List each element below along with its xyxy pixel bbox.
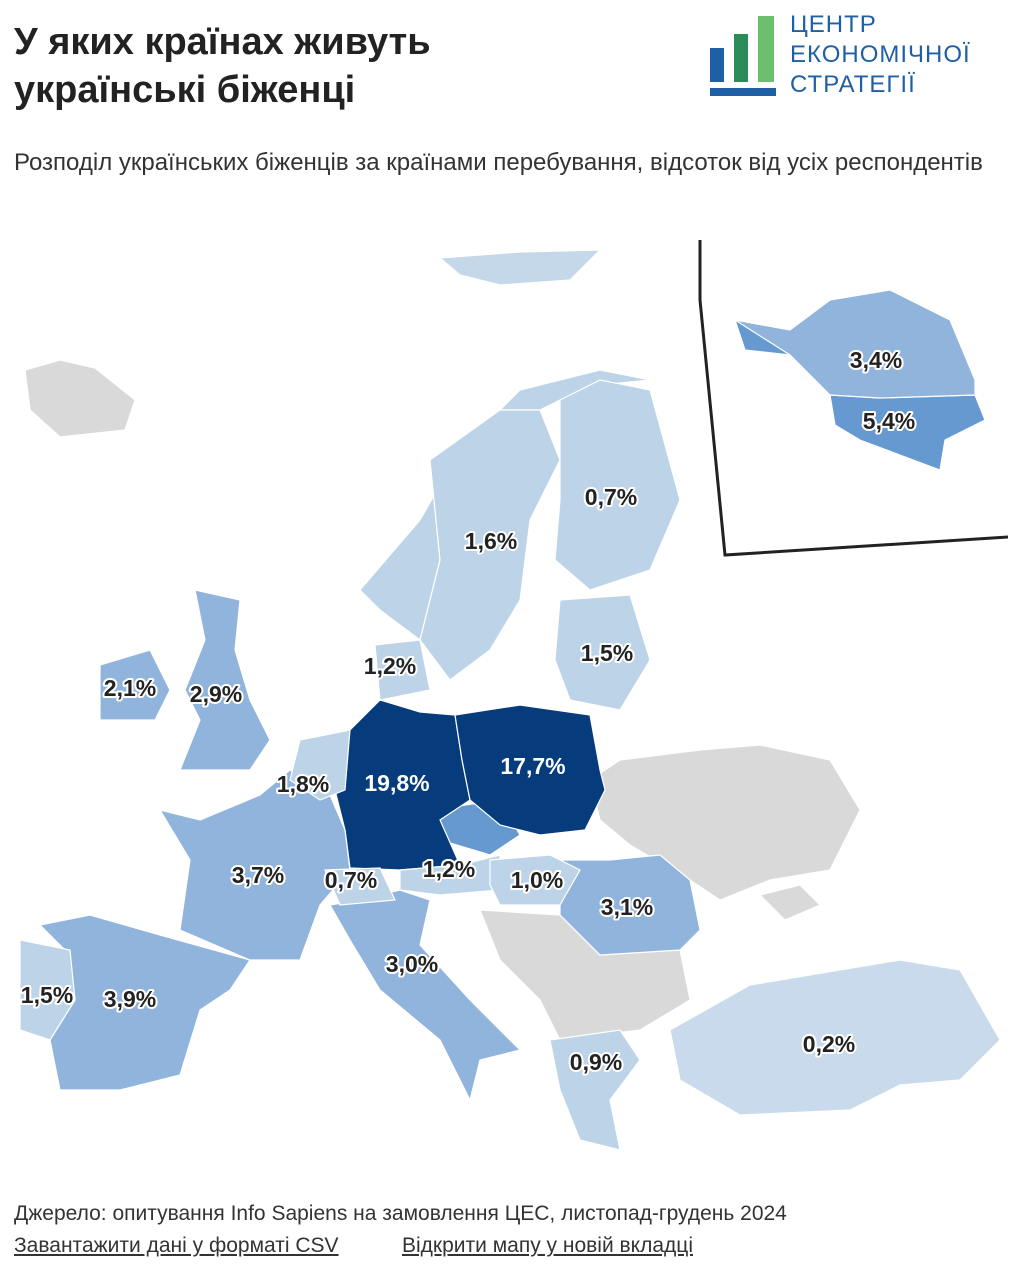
subtitle: Розподіл українських біженців за країнам…: [14, 149, 983, 176]
region: [559, 854, 701, 956]
value-label: 17,7%: [500, 753, 565, 779]
region: [419, 409, 561, 681]
value-label: 2,1%: [104, 675, 156, 701]
labels: 19,8% 17,7% 5,4% 3,9% 3,7% 3,4% 3,1% 3,0% 2,9% 2,…: [19, 345, 917, 1077]
logo-line: ЦЕНТР: [790, 11, 877, 38]
value-label: 1,6%: [465, 528, 517, 554]
value-label: 1,0%: [511, 867, 563, 893]
value-label: 1,8%: [277, 771, 329, 797]
value-label: 0,7%: [325, 867, 377, 893]
value-label: 5,4%: [863, 408, 915, 434]
region: [549, 1029, 641, 1151]
region: [669, 959, 1001, 1116]
value-label: 1,2%: [423, 856, 475, 882]
value-label: 2,9%: [190, 681, 242, 707]
value-label: 3,4%: [850, 347, 902, 373]
region: [289, 729, 351, 801]
value-label: 19,8%: [364, 770, 429, 796]
value-label: 0,7%: [585, 484, 637, 510]
title: У яких країнах живуть українські біженці: [14, 21, 431, 111]
open-map-link[interactable]: Відкрити мапу у новій вкладці: [402, 1234, 693, 1257]
regions: [19, 289, 1001, 1151]
csv-link[interactable]: Завантажити дані у форматі CSV: [14, 1234, 339, 1257]
region: [734, 289, 976, 399]
value-label: 3,7%: [232, 862, 284, 888]
source: Джерело: опитування Info Sapiens на замо…: [14, 1202, 787, 1225]
logo-text: ЦЕНТР ЕКОНОМІЧНОЇ СТРАТЕГІЇ: [790, 10, 971, 100]
region: [454, 704, 606, 836]
ukraine-belarus: [589, 744, 861, 901]
value-label: 1,2%: [364, 653, 416, 679]
value-label: 3,9%: [104, 986, 156, 1012]
value-label: 0,9%: [570, 1049, 622, 1075]
region: [179, 589, 271, 771]
value-label: 0,2%: [803, 1031, 855, 1057]
logo-bars: [710, 16, 776, 96]
region: [489, 854, 581, 906]
region: [374, 639, 431, 701]
region: [554, 594, 651, 711]
value-label: 3,0%: [386, 951, 438, 977]
value-label: 3,1%: [601, 894, 653, 920]
region: [554, 379, 681, 591]
region: [324, 867, 396, 906]
inset-frame: [698, 240, 1009, 557]
value-label: 1,5%: [581, 640, 633, 666]
crimea: [758, 884, 822, 921]
region: [99, 649, 171, 721]
iceland: [24, 359, 136, 438]
logo-line: СТРАТЕГІЇ: [790, 71, 916, 98]
logo-line: ЕКОНОМІЧНОЇ: [790, 41, 971, 68]
value-label: 1,5%: [21, 982, 73, 1008]
svalbard: [438, 249, 602, 286]
region: [19, 939, 76, 1041]
